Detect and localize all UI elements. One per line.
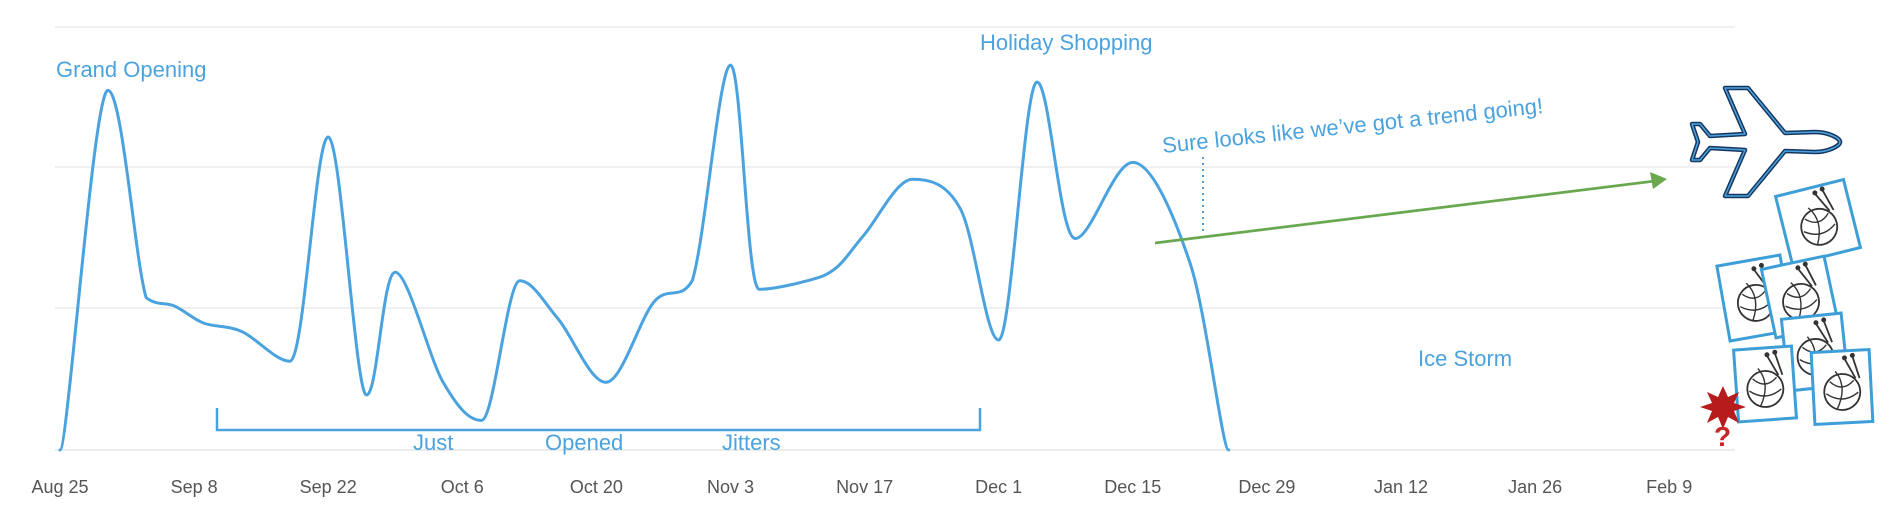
burst-icon — [1700, 386, 1746, 429]
trend-arrow — [1154, 179, 1656, 245]
x-axis-ticks: Aug 25 Sep 8 Sep 22 Oct 6 Oct 20 Nov 3 Nov 17 D… — [31, 477, 1692, 497]
annotation-ice-storm: Ice Storm — [1418, 346, 1512, 371]
x-tick-label: Aug 25 — [31, 477, 88, 497]
annotation-holiday-shopping: Holiday Shopping — [980, 30, 1152, 55]
annotation-jitters-jitters: Jitters — [722, 430, 781, 455]
x-tick-label: Nov 3 — [707, 477, 754, 497]
airplane-icon — [1689, 85, 1843, 199]
x-tick-label: Feb 9 — [1646, 477, 1692, 497]
jitters-bracket — [215, 408, 982, 432]
annotation-jitters-just: Just — [413, 430, 453, 455]
yarn-box-icon — [1773, 177, 1863, 267]
x-tick-label: Dec 29 — [1238, 477, 1295, 497]
annotation-grand-opening: Grand Opening — [56, 57, 206, 82]
yarn-box-icon — [1809, 347, 1875, 427]
x-tick-label: Sep 8 — [171, 477, 218, 497]
x-tick-label: Nov 17 — [836, 477, 893, 497]
x-tick-label: Oct 20 — [570, 477, 623, 497]
question-mark: ? — [1714, 421, 1731, 452]
x-tick-label: Dec 15 — [1104, 477, 1161, 497]
annotation-jitters-opened: Opened — [545, 430, 623, 455]
x-tick-label: Oct 6 — [441, 477, 484, 497]
x-tick-label: Jan 26 — [1508, 477, 1562, 497]
x-tick-label: Dec 1 — [975, 477, 1022, 497]
x-tick-label: Jan 12 — [1374, 477, 1428, 497]
series-line — [58, 63, 1231, 452]
trend-arrow-head — [1650, 172, 1667, 189]
annotation-trend-note: Sure looks like we’ve got a trend going! — [1161, 93, 1544, 158]
yarn-box-icon — [1731, 344, 1799, 424]
gridlines — [55, 26, 1735, 451]
x-tick-label: Sep 22 — [300, 477, 357, 497]
yarn-boxes — [1715, 177, 1875, 427]
